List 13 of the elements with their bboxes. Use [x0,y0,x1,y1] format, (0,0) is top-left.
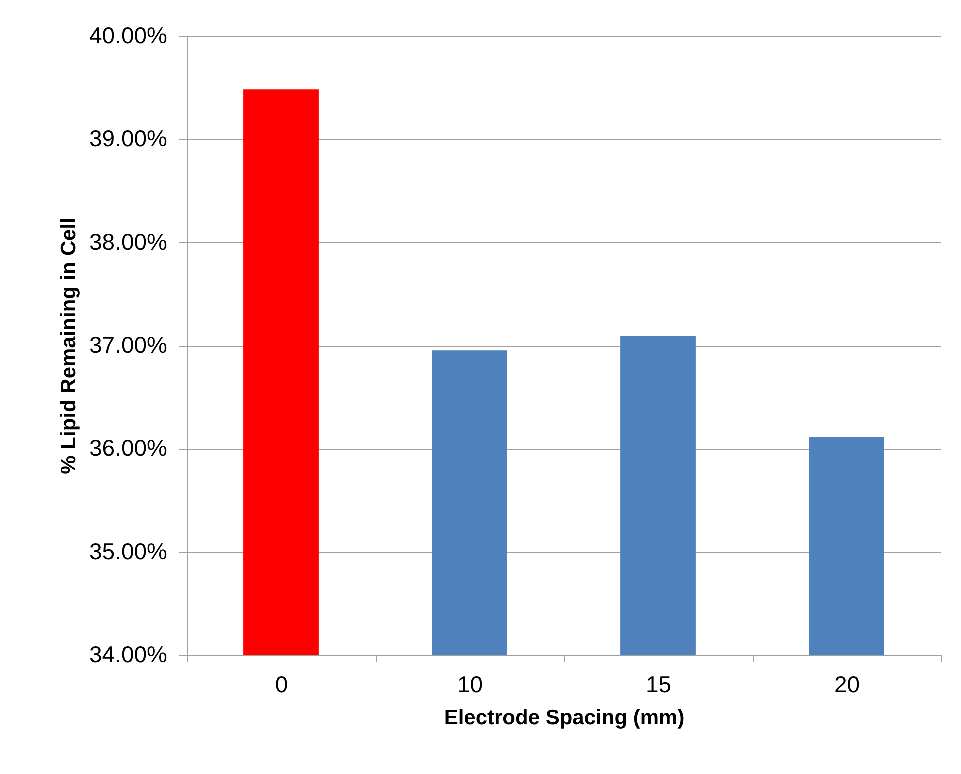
x-tick-label: 15 [646,672,672,698]
y-tick-label: 39.00% [89,126,168,152]
y-tick-label: 37.00% [89,332,168,358]
x-tick-label: 10 [457,672,484,698]
x-axis-title: Electrode Spacing (mm) [444,706,685,730]
y-tick-label: 38.00% [89,228,168,255]
y-tick-label: 35.00% [89,538,168,564]
y-tick-label: 36.00% [89,435,168,462]
y-tick-label: 40.00% [89,22,168,48]
x-tick-label: 20 [834,672,860,698]
x-tick-label: 0 [275,672,288,698]
y-tick-label: 34.00% [89,642,168,668]
y-axis-title: % Lipid Remaining in Cell [57,218,80,474]
